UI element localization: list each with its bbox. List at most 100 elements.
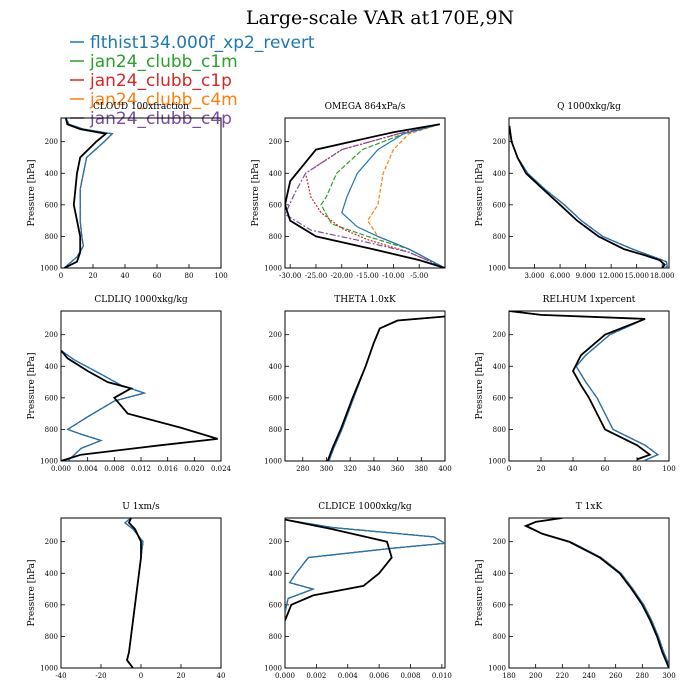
x-tick-label: 0.004 [78, 465, 99, 473]
y-tick-label: 1000 [40, 665, 58, 673]
legend-entry: jan24_clubb_c1m [70, 52, 238, 72]
y-tick-label: 600 [493, 201, 506, 209]
series-line [61, 350, 147, 461]
x-tick-label: -15.00 [356, 272, 378, 280]
series-line [285, 519, 445, 613]
y-tick-label: 200 [493, 538, 506, 546]
x-tick-label: -20 [95, 672, 106, 680]
series-line-reference [285, 518, 393, 621]
series-line [509, 311, 659, 461]
y-axis-label: Pressure [hPa] [27, 352, 37, 419]
x-tick-label: -20.00 [331, 272, 353, 280]
x-tick-label: 0.004 [338, 672, 359, 680]
y-tick-label: 400 [45, 570, 58, 578]
y-tick-label: 200 [269, 138, 282, 146]
x-tick-label: 220 [556, 672, 569, 680]
x-tick-label: 0.000 [275, 672, 295, 680]
legend-entry: jan24_clubb_c4m [70, 90, 238, 110]
panel: CLDLIQ 1000xkg/kg Pressure [hPa] 200 400 600… [27, 295, 232, 473]
y-axis-label: Pressure [hPa] [475, 159, 485, 226]
legend-label: jan24_clubb_c1m [89, 52, 238, 72]
series-line [341, 123, 445, 268]
x-tick-label: 15.000 [624, 272, 649, 280]
series-line [63, 118, 114, 268]
x-tick-label: 100 [662, 465, 675, 473]
x-tick-label: 3.000 [525, 272, 545, 280]
y-tick-label: 800 [45, 233, 58, 241]
x-tick-label: 20 [537, 465, 546, 473]
series-line [509, 125, 668, 268]
x-tick-label: 60 [601, 465, 610, 473]
x-tick-label: 280 [636, 672, 649, 680]
y-tick-label: 200 [493, 138, 506, 146]
y-tick-label: 200 [45, 538, 58, 546]
series-line [285, 519, 445, 613]
series-line-reference [61, 349, 218, 461]
y-tick-label: 800 [269, 426, 282, 434]
x-tick-label: 300 [662, 672, 675, 680]
y-tick-label: 600 [269, 601, 282, 609]
x-tick-label: 18.000 [650, 272, 675, 280]
x-tick-label: 0 [507, 465, 511, 473]
series-line [523, 518, 669, 667]
series-line [523, 518, 669, 667]
y-tick-label: 200 [45, 331, 58, 339]
series-line [523, 518, 669, 667]
series-line [509, 125, 668, 268]
x-tick-label: 0.020 [184, 465, 204, 473]
series-line [509, 311, 659, 461]
series-line [304, 123, 445, 268]
y-tick-label: 800 [493, 426, 506, 434]
series-line [61, 350, 147, 461]
legend-entry: jan24_clubb_c1p [70, 71, 232, 91]
y-tick-label: 600 [45, 394, 58, 402]
legend-label: jan24_clubb_c4p [89, 109, 232, 129]
x-tick-label: 180 [502, 672, 515, 680]
y-tick-label: 400 [493, 570, 506, 578]
y-tick-label: 200 [269, 538, 282, 546]
y-tick-label: 200 [45, 138, 58, 146]
series-line [509, 311, 659, 461]
panel-title: U 1xm/s [122, 502, 160, 512]
x-tick-label: -30.00 [279, 272, 301, 280]
x-tick-label: 6.000 [550, 272, 570, 280]
x-tick-label: 300 [320, 465, 333, 473]
series-line [328, 315, 445, 461]
x-tick-label: 100 [214, 272, 227, 280]
panel-title: CLOUD 100xfraction [93, 102, 189, 112]
panel-title: CLDICE 1000xkg/kg [318, 502, 412, 512]
series-line [320, 123, 445, 268]
series-line [523, 518, 669, 667]
y-tick-label: 600 [269, 201, 282, 209]
plot-frame [508, 517, 670, 669]
series-line [509, 311, 659, 461]
series-line-reference [509, 125, 666, 268]
panel: THETA 1.0xK 200 400 600 800 1000 280 300 320 340 3… [264, 295, 452, 473]
y-tick-label: 200 [269, 331, 282, 339]
plot-frame [508, 310, 670, 462]
x-tick-label: 80 [633, 465, 642, 473]
x-tick-label: 360 [391, 465, 404, 473]
x-tick-label: -25.00 [305, 272, 327, 280]
y-tick-label: 1000 [264, 265, 282, 273]
plot-frame [60, 117, 222, 269]
panel-title: T 1xK [576, 502, 603, 512]
y-tick-label: 600 [45, 201, 58, 209]
x-tick-label: -40 [55, 672, 66, 680]
y-tick-label: 800 [493, 233, 506, 241]
y-tick-label: 800 [269, 233, 282, 241]
y-tick-label: 600 [45, 601, 58, 609]
y-tick-label: 1000 [40, 458, 58, 466]
y-axis-label: Pressure [hPa] [27, 159, 37, 226]
panel: OMEGA 864xPa/s Pressure [hPa] 200 400 600 800… [251, 102, 446, 280]
x-tick-label: 0.016 [158, 465, 179, 473]
x-tick-label: 0.000 [51, 465, 71, 473]
panel-title: CLDLIQ 1000xkg/kg [94, 295, 188, 305]
series-line [285, 123, 445, 268]
panel-title: OMEGA 864xPa/s [325, 102, 406, 112]
y-tick-label: 1000 [488, 458, 506, 466]
y-tick-label: 600 [269, 394, 282, 402]
